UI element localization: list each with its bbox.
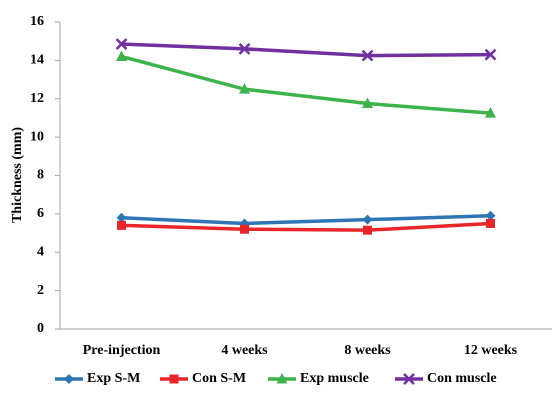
data-point <box>116 50 127 62</box>
data-point <box>116 212 127 223</box>
legend-label: Exp S-M <box>87 371 140 386</box>
x-tick-label: 12 weeks <box>464 343 518 358</box>
legend-label: Con S-M <box>192 371 246 386</box>
data-point <box>238 42 251 55</box>
data-point <box>117 220 126 230</box>
y-tick-label: 10 <box>30 129 44 144</box>
legend-marker <box>169 374 179 384</box>
series-line <box>121 42 491 58</box>
data-point <box>485 210 496 221</box>
x-tick-label: 4 weeks <box>221 343 268 358</box>
y-tick-label: 0 <box>37 321 44 336</box>
legend-label: Con muscle <box>427 371 497 386</box>
data-point <box>115 38 128 50</box>
legend-marker <box>403 373 415 385</box>
data-point <box>239 83 250 94</box>
x-tick-label: Pre-injection <box>83 343 161 358</box>
data-point <box>363 225 372 235</box>
legend-label: Exp muscle <box>300 371 369 386</box>
series-line <box>121 221 491 232</box>
y-tick-label: 16 <box>30 14 44 29</box>
legend-marker <box>64 374 74 384</box>
y-axis-label: Thickness (mm) <box>10 127 25 223</box>
data-point <box>486 218 495 228</box>
data-point <box>485 107 496 118</box>
y-tick-label: 2 <box>37 283 44 298</box>
data-point <box>362 214 373 225</box>
y-tick-label: 14 <box>30 53 44 68</box>
data-point <box>361 49 374 62</box>
data-point <box>362 97 373 109</box>
y-tick-label: 8 <box>37 168 44 183</box>
y-tick-label: 4 <box>37 244 44 259</box>
data-point <box>240 224 249 234</box>
series-line <box>121 214 491 226</box>
x-tick-label: 8 weeks <box>344 343 391 358</box>
y-tick-label: 6 <box>37 206 44 221</box>
y-tick-label: 12 <box>30 91 44 106</box>
data-point <box>484 48 497 61</box>
legend-marker <box>276 373 288 384</box>
series-line <box>121 54 491 115</box>
